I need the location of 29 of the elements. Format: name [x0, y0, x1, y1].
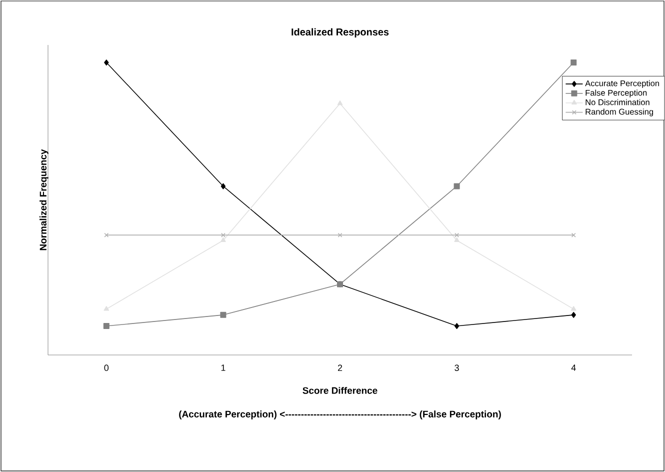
- point: [104, 306, 110, 311]
- point: [337, 100, 343, 106]
- x-tick-label: 4: [571, 364, 576, 371]
- point: [570, 306, 576, 311]
- point: [338, 232, 342, 238]
- text: (Accurate Perception) <----------------------------------------> (False Perception): [179, 410, 501, 420]
- point: [570, 60, 577, 66]
- point: [454, 183, 460, 190]
- point: [571, 312, 576, 318]
- point: [220, 312, 226, 318]
- point: [220, 237, 226, 242]
- y-axis-title: Normalized Frequency: [40, 149, 48, 250]
- point: [454, 237, 460, 242]
- legend-label: No Discrimination: [586, 99, 650, 106]
- x-tick-label: 3: [454, 364, 459, 371]
- x-tick-label: 0: [104, 364, 109, 371]
- chart-title: Idealized Responses: [292, 28, 389, 38]
- x-tick-label: 2: [338, 364, 342, 371]
- x-axis-title: Score Difference: [302, 386, 378, 394]
- x-tick-label: 1: [221, 364, 226, 371]
- point: [220, 183, 226, 190]
- legend-label: False Perception: [586, 90, 647, 98]
- legend-label: Random Guessing: [586, 108, 654, 116]
- point: [104, 60, 109, 66]
- point: [220, 232, 226, 238]
- point: [454, 232, 460, 238]
- legend-label: Accurate Perception: [585, 80, 660, 88]
- point: [103, 323, 110, 330]
- point: [454, 323, 460, 330]
